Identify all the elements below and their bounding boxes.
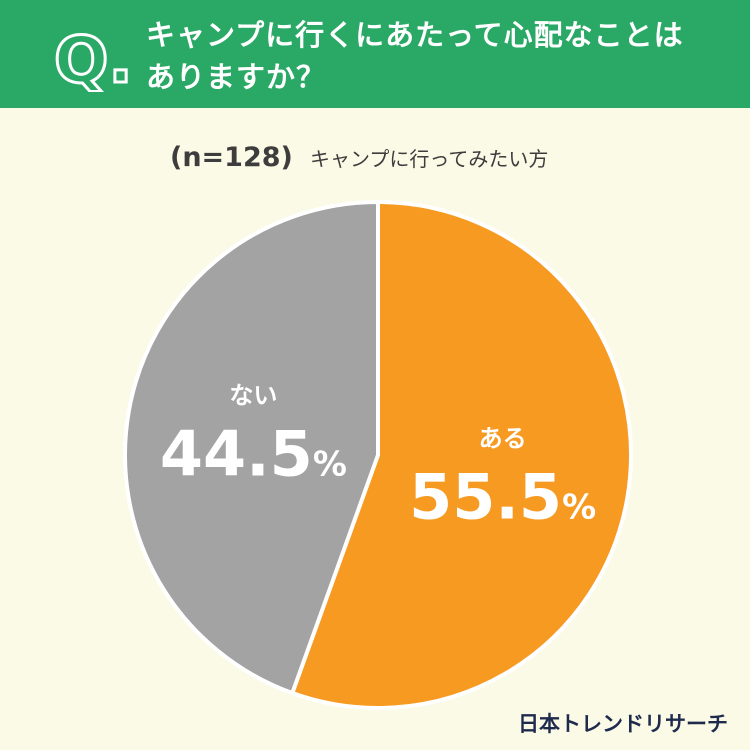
sample-description: キャンプに行ってみたい方 — [309, 147, 549, 171]
sample-info: (n=128) キャンプに行ってみたい方 — [170, 142, 548, 182]
pie-slice-1 — [123, 200, 380, 696]
slice-unit-1: % — [313, 444, 347, 484]
slice-unit-0: % — [562, 488, 596, 528]
question-line-1: キャンプに行くにあたって心配なことは — [146, 18, 684, 52]
slice-label-0: ある — [479, 425, 527, 453]
question-line-2: ありますか？ — [146, 60, 327, 94]
pie-slice-0 — [290, 200, 633, 710]
question-title: キャンプに行くにあたって心配なことは ありますか？ — [146, 14, 736, 98]
slice-label-1: ない — [229, 381, 277, 409]
q-letter: Q. — [54, 24, 132, 92]
q-badge-icon: Q. — [53, 23, 133, 93]
question-header: Q. キャンプに行くにあたって心配なことは ありますか？ — [0, 0, 750, 108]
brand-logo: 日本トレンドリサーチ — [518, 712, 728, 736]
slice-value-0: 55.5% — [409, 461, 596, 534]
sample-size: (n=128) — [170, 142, 293, 173]
